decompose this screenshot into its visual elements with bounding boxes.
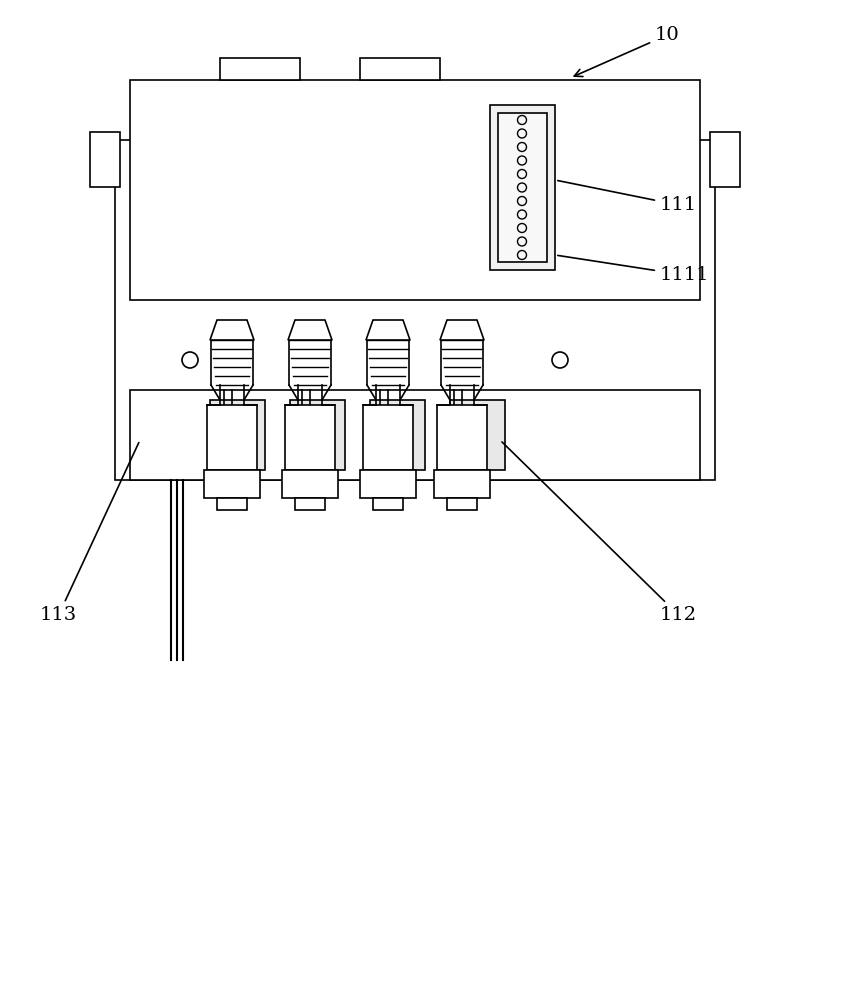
Bar <box>130 390 700 480</box>
Text: 112: 112 <box>502 442 697 624</box>
Bar <box>498 113 547 262</box>
Bar <box>290 400 345 470</box>
Text: 10: 10 <box>574 26 680 77</box>
Bar <box>360 58 440 80</box>
Polygon shape <box>440 320 484 340</box>
Bar <box>204 470 260 498</box>
Bar <box>370 400 425 470</box>
Text: 113: 113 <box>40 443 139 624</box>
Bar <box>207 405 257 470</box>
Polygon shape <box>210 320 254 340</box>
Bar <box>217 498 247 510</box>
Bar <box>90 132 120 187</box>
Bar <box>130 80 700 300</box>
Bar <box>220 58 300 80</box>
Text: 111: 111 <box>558 181 697 214</box>
Bar <box>285 405 335 470</box>
Polygon shape <box>366 320 410 340</box>
Bar <box>115 140 715 480</box>
Polygon shape <box>288 320 332 340</box>
Bar <box>490 105 555 270</box>
Bar <box>434 470 490 498</box>
Bar <box>282 470 338 498</box>
Bar <box>373 498 403 510</box>
Bar <box>295 498 325 510</box>
Bar <box>363 405 413 470</box>
Bar <box>450 400 505 470</box>
Bar <box>210 400 265 470</box>
Bar <box>447 498 477 510</box>
Text: 1111: 1111 <box>558 255 710 284</box>
Bar <box>710 132 740 187</box>
Bar <box>437 405 487 470</box>
Bar <box>360 470 416 498</box>
